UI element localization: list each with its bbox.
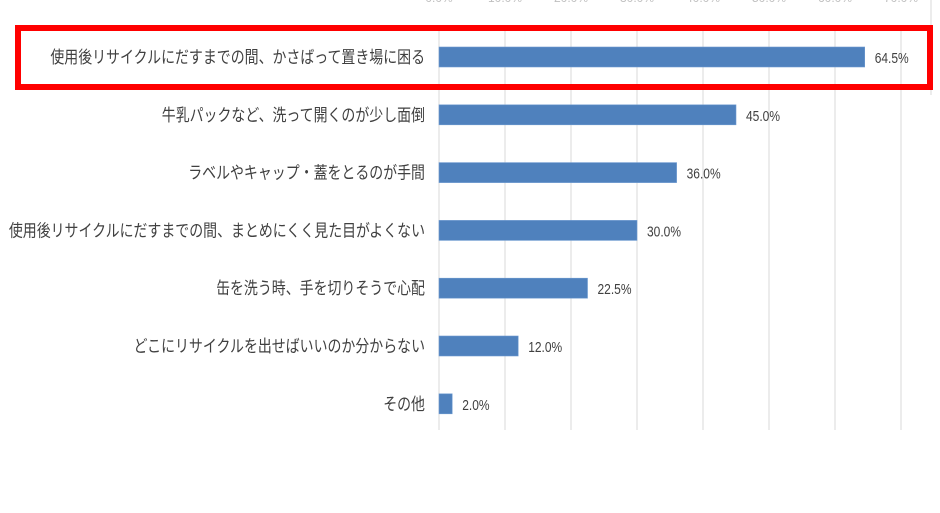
x-tick-label: 70.0% [884, 0, 918, 5]
data-label: 64.5% [875, 50, 909, 67]
data-label: 36.0% [687, 165, 721, 182]
data-label: 12.0% [528, 339, 562, 356]
x-tick-label: 50.0% [752, 0, 786, 5]
data-label: 2.0% [462, 397, 489, 414]
category-label: 使用後リサイクルにだすまでの間、まとめにくく見た目がよくない [9, 221, 425, 241]
bar [438, 162, 677, 183]
data-label: 30.0% [647, 223, 681, 240]
category-label: 使用後リサイクルにだすまでの間、かさばって置き場に困る [50, 48, 425, 68]
x-tick-label: 60.0% [818, 0, 852, 5]
category-label: ラベルやキャップ・蓋をとるのが手間 [188, 163, 425, 183]
bar [438, 393, 453, 415]
bar [438, 104, 737, 126]
bar [438, 277, 588, 299]
bar [438, 46, 866, 68]
x-tick-label: 0.0% [425, 0, 453, 5]
x-tick-label: 30.0% [620, 0, 654, 5]
x-tick-label: 20.0% [554, 0, 588, 5]
bar [438, 335, 519, 357]
category-label: 缶を洗う時、手を切りそうで心配 [216, 279, 425, 299]
bar [438, 220, 638, 241]
category-label: その他 [383, 394, 425, 414]
category-label: どこにリサイクルを出せばいいのか分からない [134, 337, 425, 357]
x-tick-label: 10.0% [488, 0, 522, 5]
category-label: 牛乳パックなど、洗って開くのが少し面倒 [162, 105, 425, 125]
data-label: 22.5% [598, 281, 632, 298]
x-tick-label: 40.0% [686, 0, 720, 5]
highlight-box [15, 25, 933, 90]
data-label: 45.0% [746, 108, 780, 125]
